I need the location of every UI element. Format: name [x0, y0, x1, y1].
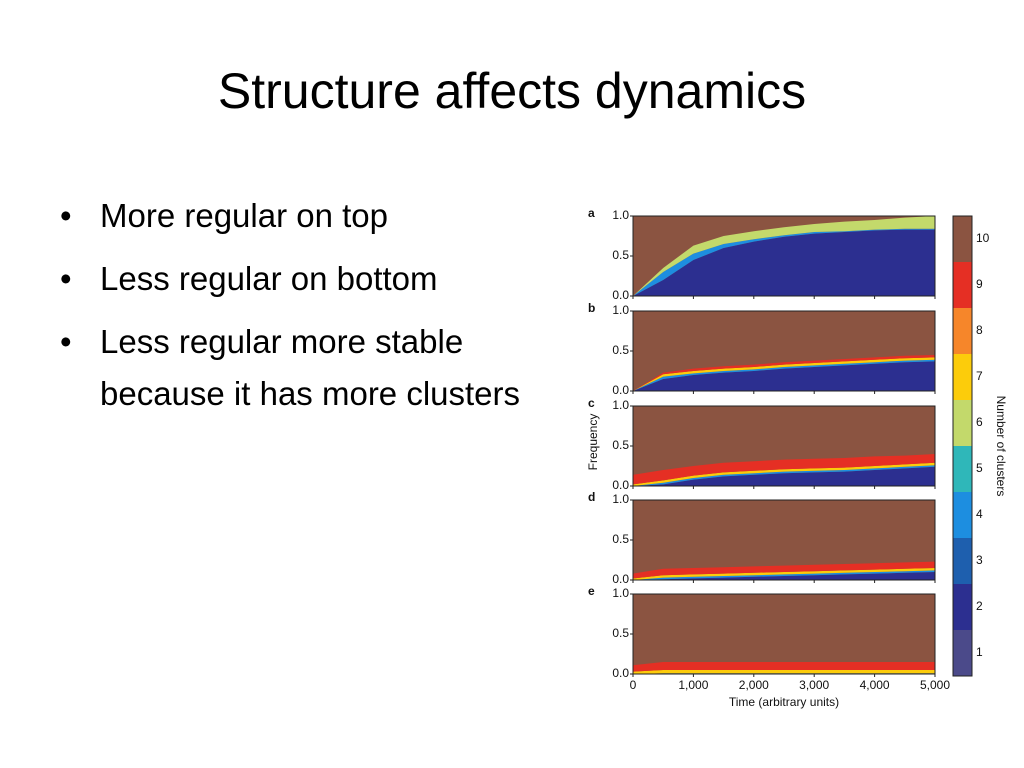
- y-tick-label: 0.5: [612, 626, 629, 640]
- y-tick-label: 0.0: [612, 572, 629, 586]
- colorbar-swatch: [953, 492, 972, 538]
- y-tick-label: 1.0: [612, 586, 629, 600]
- area-band: [633, 670, 935, 674]
- colorbar-label: 6: [976, 415, 983, 429]
- x-tick-label: 0: [630, 678, 637, 692]
- area-band: [633, 662, 935, 672]
- area-band: [633, 466, 935, 486]
- panel-label: c: [588, 396, 595, 410]
- bullet: More regular on top: [60, 190, 550, 242]
- area-band: [633, 570, 935, 580]
- panel-label: e: [588, 584, 595, 598]
- slide-title: Structure affects dynamics: [217, 63, 807, 119]
- y-tick-label: 1.0: [612, 398, 629, 412]
- y-tick-label: 0.5: [612, 248, 629, 262]
- y-tick-label: 0.0: [612, 666, 629, 680]
- y-tick-label: 0.5: [612, 438, 629, 452]
- colorbar-title: Number of clusters: [994, 396, 1008, 497]
- area-band: [633, 229, 935, 296]
- area-band: [633, 361, 935, 391]
- y-tick-label: 1.0: [612, 303, 629, 317]
- colorbar-swatch: [953, 446, 972, 492]
- x-tick-label: 2,000: [739, 678, 769, 692]
- colorbar-label: 2: [976, 599, 983, 613]
- panel-label: d: [588, 490, 595, 504]
- y-tick-label: 0.5: [612, 532, 629, 546]
- x-tick-label: 5,000: [920, 678, 950, 692]
- y-tick-label: 0.0: [612, 288, 629, 302]
- area-band: [633, 568, 935, 580]
- colorbar-label: 8: [976, 323, 983, 337]
- area-band: [633, 462, 935, 486]
- bullet: Less regular more stable because it has …: [60, 316, 550, 420]
- y-tick-label: 0.5: [612, 343, 629, 357]
- colorbar-swatch: [953, 400, 972, 446]
- panel-label: a: [588, 206, 595, 220]
- x-tick-label: 3,000: [799, 678, 829, 692]
- area-band: [633, 355, 935, 391]
- area-band: [633, 465, 935, 486]
- bullet-list: More regular on top Less regular on botto…: [60, 190, 550, 431]
- colorbar-label: 5: [976, 461, 983, 475]
- colorbar-swatch: [953, 308, 972, 354]
- y-tick-label: 1.0: [612, 492, 629, 506]
- colorbar-label: 9: [976, 277, 983, 291]
- x-axis-label: Time (arbitrary units): [729, 695, 839, 709]
- colorbar-swatch: [953, 216, 972, 262]
- colorbar-swatch: [953, 262, 972, 308]
- colorbar-swatch: [953, 630, 972, 676]
- plot-background: [633, 594, 935, 674]
- x-tick-label: 1,000: [678, 678, 708, 692]
- colorbar-swatch: [953, 354, 972, 400]
- y-tick-label: 0.0: [612, 383, 629, 397]
- area-band: [633, 454, 935, 485]
- area-band: [633, 216, 935, 296]
- panel-label: b: [588, 301, 595, 315]
- x-tick-label: 4,000: [860, 678, 890, 692]
- colorbar-frame: [952, 215, 973, 677]
- colorbar-label: 10: [976, 231, 990, 245]
- colorbar-label: 1: [976, 645, 983, 659]
- y-tick-label: 0.0: [612, 478, 629, 492]
- bullet: Less regular on bottom: [60, 253, 550, 305]
- colorbar-label: 4: [976, 507, 983, 521]
- y-axis-label: Frequency: [586, 414, 600, 471]
- colorbar-swatch: [953, 538, 972, 584]
- y-tick-label: 1.0: [612, 208, 629, 222]
- colorbar-label: 3: [976, 553, 983, 567]
- colorbar-swatch: [953, 584, 972, 630]
- colorbar-label: 7: [976, 369, 983, 383]
- area-band: [633, 561, 935, 579]
